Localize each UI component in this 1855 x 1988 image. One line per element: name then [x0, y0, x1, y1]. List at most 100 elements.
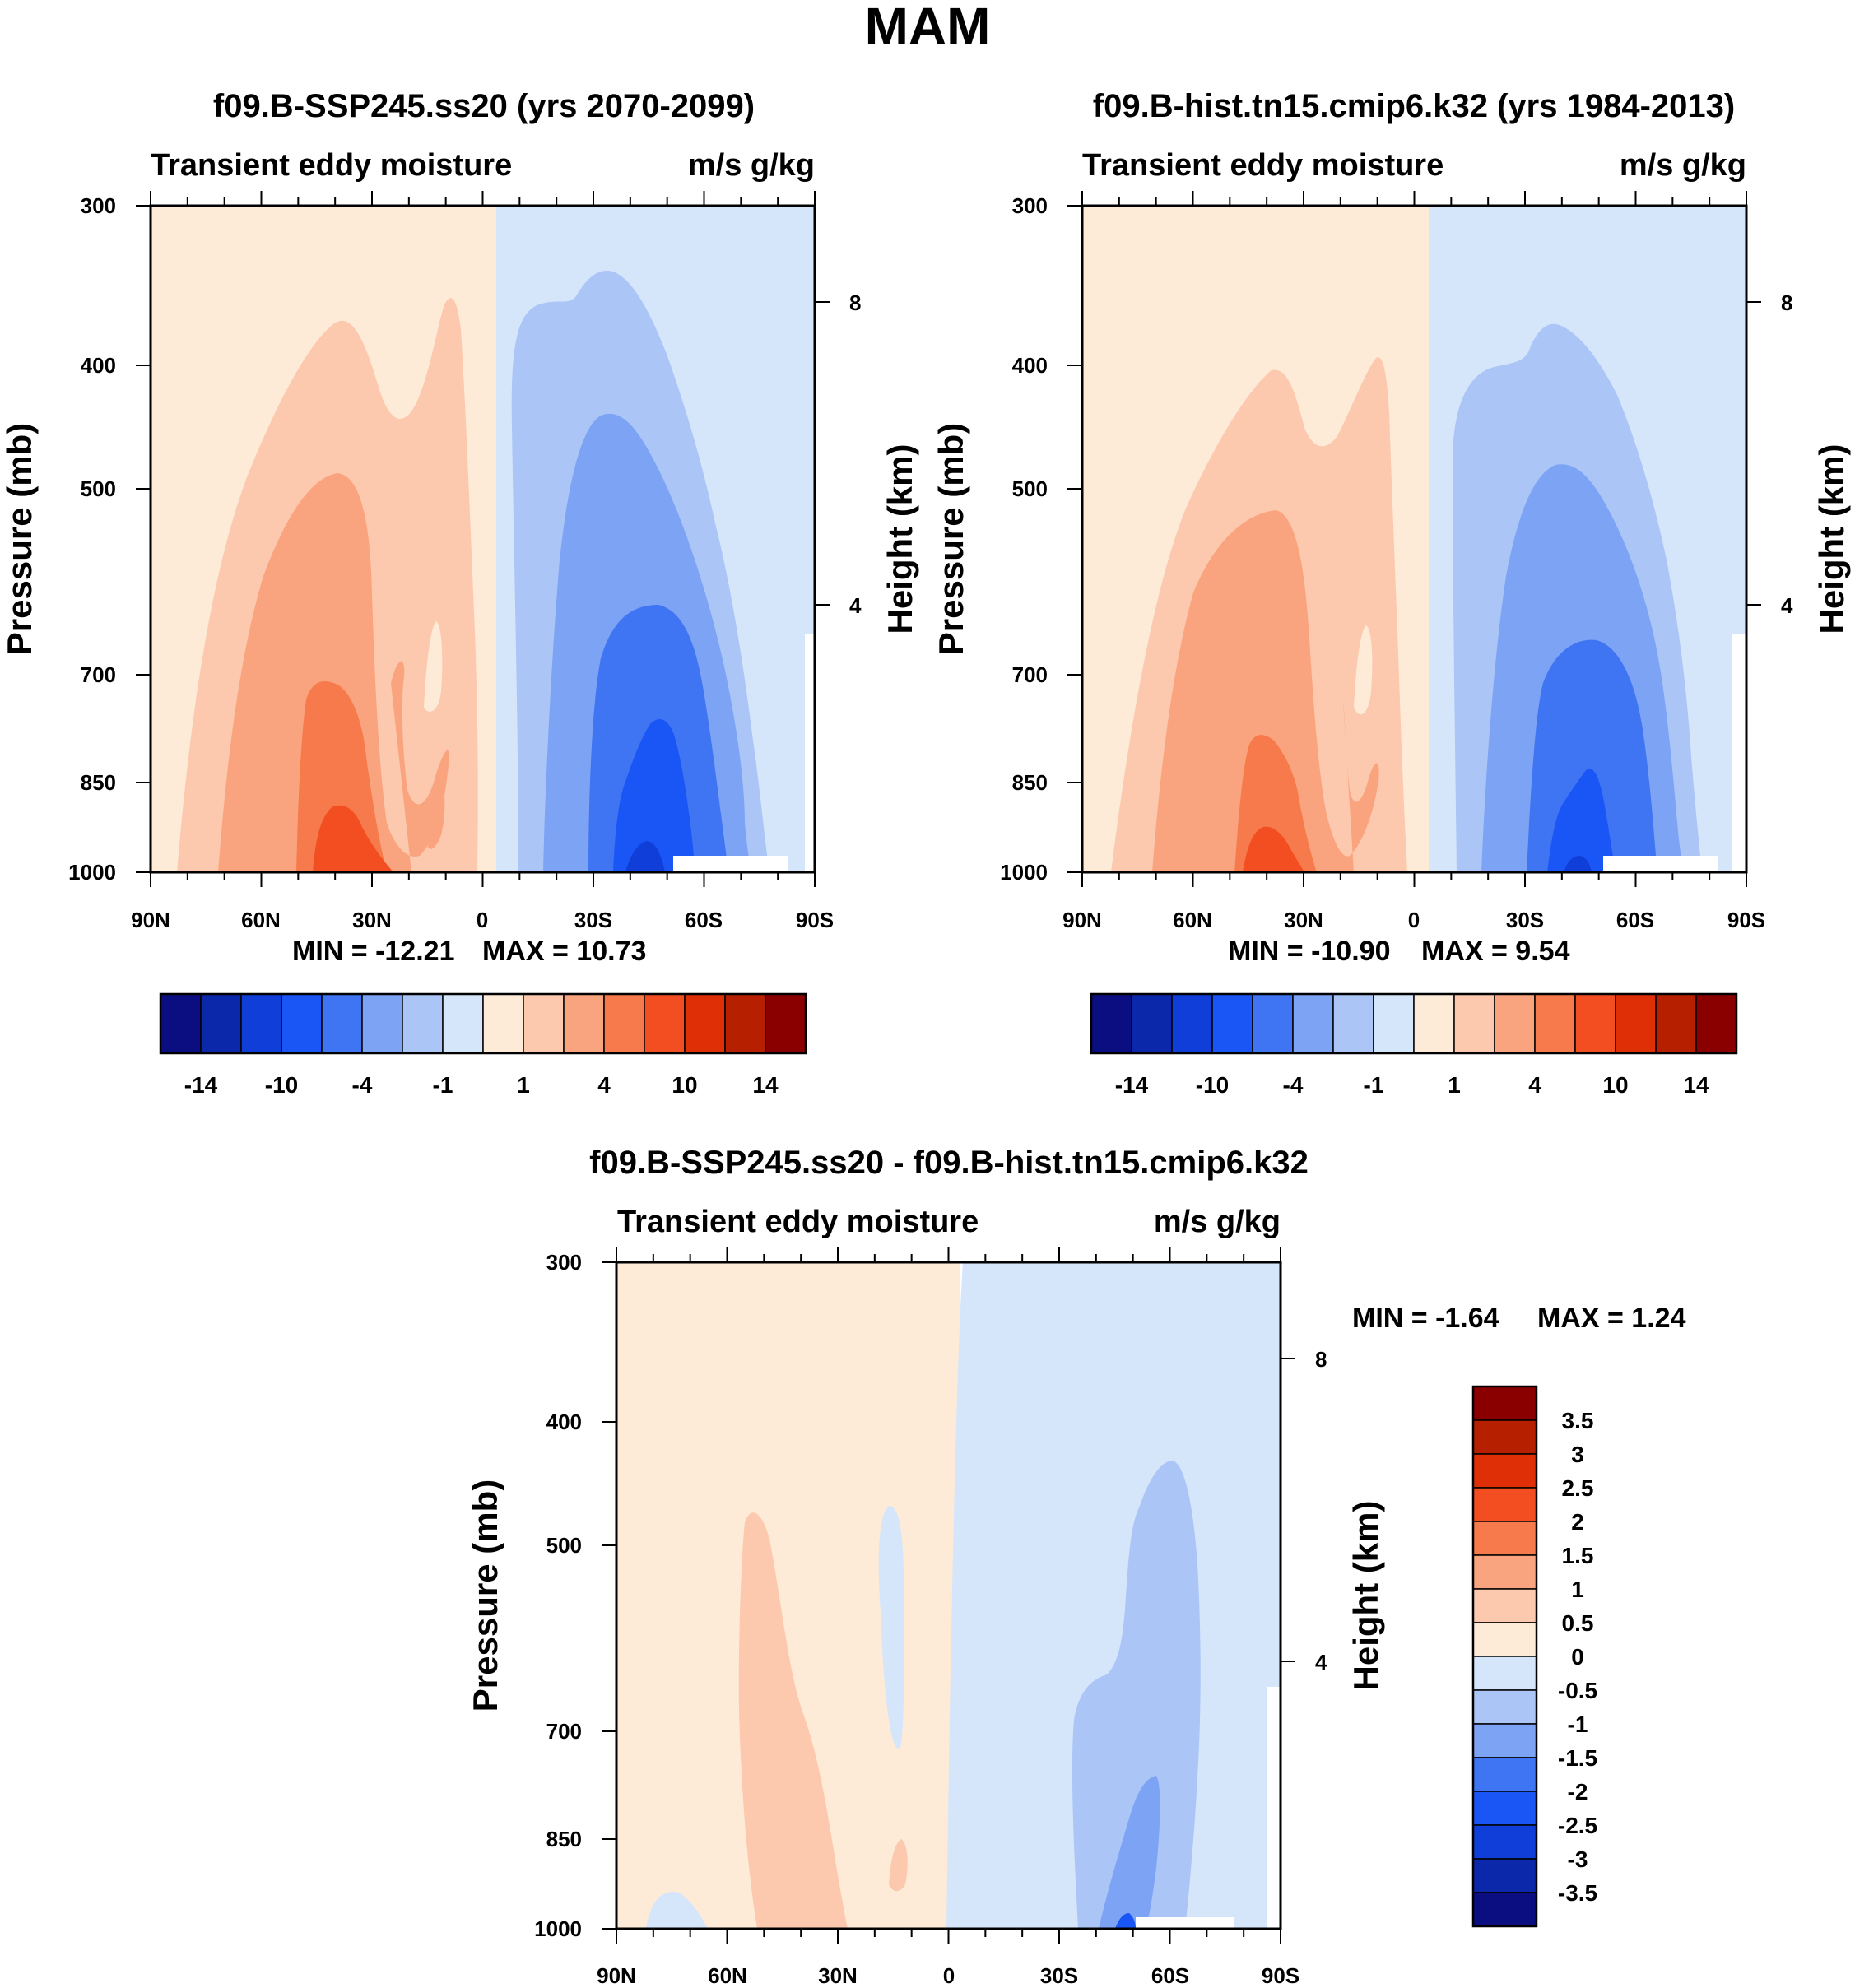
- ssp-xtick-label-1: 60N: [241, 908, 281, 932]
- hist-colorbar-swatch: [1090, 993, 1132, 1054]
- hist-colorbar-swatch: [1695, 993, 1737, 1054]
- diff-missing-data-gap: [1136, 1917, 1234, 1929]
- panel-diff-ylabel: Pressure (mb): [466, 1479, 504, 1712]
- hist-xtick-label-3: 0: [1408, 908, 1420, 932]
- hist-xtick-label-0: 90N: [1062, 908, 1102, 932]
- diff-colorbar-label: 1: [1571, 1577, 1584, 1602]
- ssp-pos-contour-6: [428, 782, 445, 849]
- diff-y2tick-label-1: 4: [1315, 1650, 1327, 1674]
- ssp-colorbar-swatch: [563, 993, 605, 1054]
- colorbars: -14 -10 -4 -1 1 4 10 14 -14 -10 -4 -1 1 4 10 143.532.52…: [159, 992, 1738, 1928]
- panel-diff-yaxis: 300 400 500 700 850 1000 8 4: [534, 1250, 1327, 1941]
- panel-diff-title: f09.B-SSP245.ss20 - f09.B-hist.tn15.cmip…: [589, 1145, 1309, 1181]
- ssp-xtick-label-4: 30S: [574, 908, 612, 932]
- diff-colorbar-swatch: [1472, 1689, 1537, 1725]
- diff-y2tick-label-0: 8: [1315, 1347, 1327, 1372]
- diff-neg-contour-3: [1115, 1913, 1136, 1929]
- panel-ssp-units: m/s g/kg: [688, 148, 815, 183]
- diff-colorbar-swatch: [1472, 1757, 1537, 1792]
- diff-pos-contour-2: [889, 1839, 908, 1892]
- ssp-colorbar-swatch: [684, 993, 726, 1054]
- ssp-colorbar-label: -14: [184, 1072, 218, 1098]
- ssp-ytick-label-2: 500: [81, 476, 116, 501]
- ssp-ytick-label-4: 850: [81, 770, 116, 795]
- hist-colorbar-swatch: [1292, 993, 1334, 1054]
- diff-neg-contour-2: [1099, 1776, 1160, 1929]
- hist-colorbar-label: -4: [1283, 1072, 1304, 1098]
- diff-colorbar-label: -1: [1568, 1712, 1588, 1737]
- panel-ssp-min: MIN = -12.21: [292, 936, 454, 967]
- panel-diff: f09.B-SSP245.ss20 - f09.B-hist.tn15.cmip…: [466, 1145, 1686, 1988]
- diff-neg-contour-sw: [646, 1892, 708, 1929]
- ssp-colorbar-label: 14: [752, 1072, 779, 1098]
- ssp-colorbar-swatch: [482, 993, 524, 1054]
- ssp-colorbar-label: 4: [597, 1072, 611, 1098]
- diff-colorbar-swatch: [1472, 1723, 1537, 1758]
- panel-hist-min: MIN = -10.90: [1228, 936, 1390, 967]
- hist-xtick-label-2: 30N: [1284, 908, 1323, 932]
- ssp-missing-data-gap: [673, 856, 788, 872]
- diff-colorbar-swatch: [1472, 1656, 1537, 1691]
- panel-hist-title: f09.B-hist.tn15.cmip6.k32 (yrs 1984-2013…: [1093, 88, 1735, 124]
- hist-ytick-label-5: 1000: [1000, 860, 1048, 885]
- ssp-colorbar-swatch: [361, 993, 403, 1054]
- diff-neg-contour-1: [1072, 1461, 1201, 1929]
- ssp-colorbar-swatch: [523, 993, 565, 1054]
- ssp-pos-contour-3: [296, 680, 387, 872]
- hist-ytick-label-1: 400: [1012, 353, 1048, 378]
- diff-missing-data-edge: [1267, 1687, 1281, 1929]
- diff-xtick-label-0: 90N: [597, 1963, 636, 1988]
- hist-xtick-label-6: 90S: [1727, 908, 1765, 932]
- diff-pos-contour-1: [738, 1512, 848, 1929]
- diff-ytick-label-0: 300: [546, 1250, 582, 1275]
- hist-colorbar-swatch: [1655, 993, 1697, 1054]
- diff-colorbar-label: -2.5: [1558, 1813, 1597, 1838]
- figure-title: MAM: [865, 0, 991, 56]
- ssp-xtick-label-5: 60S: [685, 908, 723, 932]
- hist-colorbar-swatch: [1332, 993, 1374, 1054]
- panel-hist: f09.B-hist.tn15.cmip6.k32 (yrs 1984-2013…: [932, 88, 1851, 967]
- ssp-colorbar-label: -1: [433, 1072, 453, 1098]
- hist-colorbar-swatch: [1211, 993, 1253, 1054]
- diff-xtick-label-1: 60N: [708, 1963, 747, 1988]
- ssp-pos-contour-2: [218, 473, 449, 872]
- diff-colorbar-label: 0.5: [1562, 1610, 1594, 1636]
- hist-missing-data-edge: [1732, 634, 1746, 872]
- panel-ssp-yaxis: 300 400 500 700 850 1000 8 4: [68, 193, 862, 885]
- diff-colorbar-label: 3.5: [1562, 1408, 1594, 1433]
- hist-colorbar-label: 4: [1528, 1072, 1541, 1098]
- hist-colorbar-label: 10: [1602, 1072, 1628, 1098]
- diff-colorbar-swatch: [1472, 1487, 1537, 1522]
- panel-hist-subtitle-left: Transient eddy moisture: [1082, 148, 1444, 183]
- diff-xtick-label-6: 90S: [1262, 1963, 1299, 1988]
- diff-colorbar-label: 0: [1571, 1644, 1584, 1670]
- ssp-neg-contour-4: [613, 719, 695, 872]
- diff-colorbar-swatch: [1472, 1858, 1537, 1893]
- panel-hist-yaxis: 300 400 500 700 850 1000 8 4: [1000, 193, 1793, 885]
- ssp-colorbar-swatch: [765, 993, 807, 1054]
- diff-xtick-label-4: 30S: [1040, 1963, 1078, 1988]
- panel-hist-max: MAX = 9.54: [1421, 936, 1570, 967]
- panel-ssp-xaxis: 90N 60N 30N 0 30S 60S 90S: [131, 908, 834, 932]
- panel-diff-max: MAX = 1.24: [1537, 1303, 1686, 1334]
- panel-ssp-title: f09.B-SSP245.ss20 (yrs 2070-2099): [213, 88, 755, 124]
- hist-colorbar-swatch: [1252, 993, 1294, 1054]
- hist-colorbar-swatch: [1494, 993, 1536, 1054]
- panel-diff-field: [616, 1262, 1281, 1929]
- ssp-colorbar-swatch: [724, 993, 766, 1054]
- hist-colorbar-label: -1: [1364, 1072, 1384, 1098]
- ssp-colorbar-swatch: [281, 993, 323, 1054]
- hist-colorbar-swatch: [1131, 993, 1173, 1054]
- diff-ytick-label-5: 1000: [534, 1916, 582, 1941]
- ssp-colorbar-frame: [159, 992, 807, 1055]
- diff-neg-contour-dots: [878, 1506, 904, 1749]
- panel-ssp-field: [151, 206, 815, 873]
- panel-diff-y2label: Height (km): [1346, 1501, 1385, 1691]
- panel-ssp-ylabel: Pressure (mb): [0, 423, 39, 655]
- hist-y2tick-label-0: 8: [1781, 290, 1792, 315]
- ssp-xtick-label-0: 90N: [131, 908, 170, 932]
- hist-y2tick-label-1: 4: [1781, 593, 1793, 618]
- hist-colorbar-label: 1: [1448, 1072, 1461, 1098]
- hist-ytick-label-0: 300: [1012, 193, 1048, 218]
